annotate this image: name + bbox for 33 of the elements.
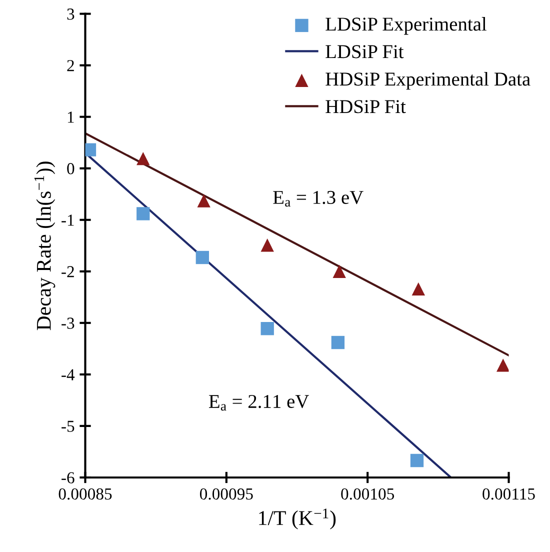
x-tick-label: 0.00105 [341,488,394,500]
legend-label: LDSiP Experimental [326,17,486,35]
point [197,194,210,208]
y-tick-label: 3 [67,8,74,20]
y-tick-label: -3 [62,318,74,329]
point [136,152,150,166]
x-tick-label: 0.00095 [200,488,253,500]
y-tick-label: -2 [62,266,74,278]
x-tick-label: 0.00085 [58,488,112,500]
point [332,264,346,278]
annotation: E$_{a}$ = 2.11 eV [208,394,309,411]
y-tick-label: 1 [68,112,74,123]
point [136,207,150,220]
y-tick-label: -6 [62,472,74,484]
y-tick-label: -5 [62,420,74,432]
y-tick-label: -4 [62,369,75,380]
legend-label: LDSiP Fit [326,45,404,58]
point [496,358,509,372]
x-tick-label: 0.00115 [482,488,535,500]
point [410,454,424,468]
point [331,336,345,350]
y-tick-label: -1 [62,214,74,226]
point [260,238,274,252]
y-axis-title: Decay Rate (ln(s$^{−1}$)) [34,162,56,330]
legend-label: HDSiP Fit [326,100,406,114]
point [412,282,425,296]
annotation: E$_{a}$ = 1.3 eV [273,190,364,207]
x-axis-title: 1/T (K$^{−1}$) [259,508,336,530]
y-tick-label: 0 [67,163,74,174]
point [260,322,274,336]
legend-label: HDSiP Experimental Data [326,72,530,90]
point [196,250,210,264]
y-tick-label: 2 [67,60,74,72]
